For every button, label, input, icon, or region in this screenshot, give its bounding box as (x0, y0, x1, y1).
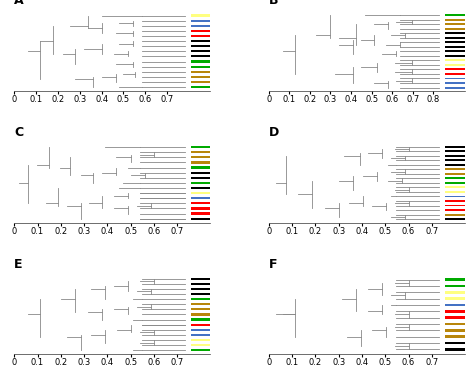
Text: B: B (269, 0, 278, 8)
Bar (191, 293, 259, 295)
Bar (445, 46, 474, 48)
Bar (445, 23, 474, 25)
Bar (445, 191, 474, 193)
Bar (191, 25, 255, 27)
Bar (191, 323, 259, 326)
Bar (191, 19, 255, 22)
Bar (445, 335, 474, 338)
Bar (191, 319, 259, 321)
Bar (191, 156, 259, 158)
Bar (445, 279, 474, 281)
Bar (191, 283, 259, 285)
Bar (445, 37, 474, 38)
Bar (191, 197, 259, 199)
Bar (445, 285, 474, 287)
Bar (445, 173, 474, 175)
Bar (445, 164, 474, 166)
Bar (191, 278, 259, 280)
Bar (445, 55, 474, 57)
Bar (191, 187, 259, 189)
Bar (191, 171, 259, 174)
Bar (445, 200, 474, 202)
Bar (191, 50, 255, 52)
Bar (191, 308, 259, 311)
Bar (445, 19, 474, 21)
Bar (445, 168, 474, 170)
Bar (191, 207, 259, 210)
Bar (191, 166, 259, 169)
Bar (191, 192, 259, 194)
Bar (191, 314, 259, 315)
Bar (445, 64, 474, 66)
Text: D: D (269, 126, 279, 139)
Bar (445, 214, 474, 216)
Bar (445, 329, 474, 331)
Bar (191, 81, 255, 83)
Bar (445, 155, 474, 157)
Bar (191, 162, 259, 163)
Bar (445, 146, 474, 147)
Bar (191, 45, 255, 47)
Bar (191, 86, 255, 88)
Bar (445, 291, 474, 294)
Bar (445, 178, 474, 179)
Bar (445, 77, 474, 80)
Bar (191, 202, 259, 204)
Bar (445, 205, 474, 207)
Bar (191, 339, 259, 341)
Bar (445, 186, 474, 188)
Bar (191, 177, 259, 179)
Bar (191, 55, 255, 58)
Bar (191, 14, 255, 17)
Bar (191, 218, 259, 220)
Bar (445, 310, 474, 312)
Bar (445, 348, 474, 351)
Bar (445, 50, 474, 52)
Bar (445, 159, 474, 161)
Bar (191, 151, 259, 153)
Bar (191, 71, 255, 73)
Bar (191, 349, 259, 351)
Bar (191, 76, 255, 78)
Bar (445, 73, 474, 75)
Bar (445, 323, 474, 325)
Bar (445, 69, 474, 70)
Bar (191, 40, 255, 42)
Bar (445, 342, 474, 344)
Bar (445, 59, 474, 61)
Bar (445, 28, 474, 30)
Bar (191, 182, 259, 184)
Bar (445, 82, 474, 84)
Bar (191, 298, 259, 300)
Bar (445, 150, 474, 152)
Bar (445, 304, 474, 306)
Bar (191, 30, 255, 32)
Text: C: C (14, 126, 23, 139)
Bar (445, 32, 474, 34)
Bar (445, 182, 474, 184)
Bar (445, 316, 474, 319)
Bar (445, 14, 474, 16)
Bar (445, 297, 474, 300)
Text: E: E (14, 258, 23, 271)
Bar (191, 213, 259, 215)
Bar (191, 61, 255, 62)
Bar (191, 344, 259, 346)
Bar (445, 209, 474, 211)
Bar (445, 195, 474, 197)
Bar (191, 35, 255, 37)
Text: F: F (269, 258, 277, 271)
Bar (191, 146, 259, 148)
Text: A: A (14, 0, 24, 8)
Bar (445, 218, 474, 220)
Bar (191, 329, 259, 331)
Bar (445, 86, 474, 88)
Bar (191, 66, 255, 68)
Bar (191, 288, 259, 290)
Bar (191, 303, 259, 305)
Bar (445, 41, 474, 43)
Bar (191, 334, 259, 336)
